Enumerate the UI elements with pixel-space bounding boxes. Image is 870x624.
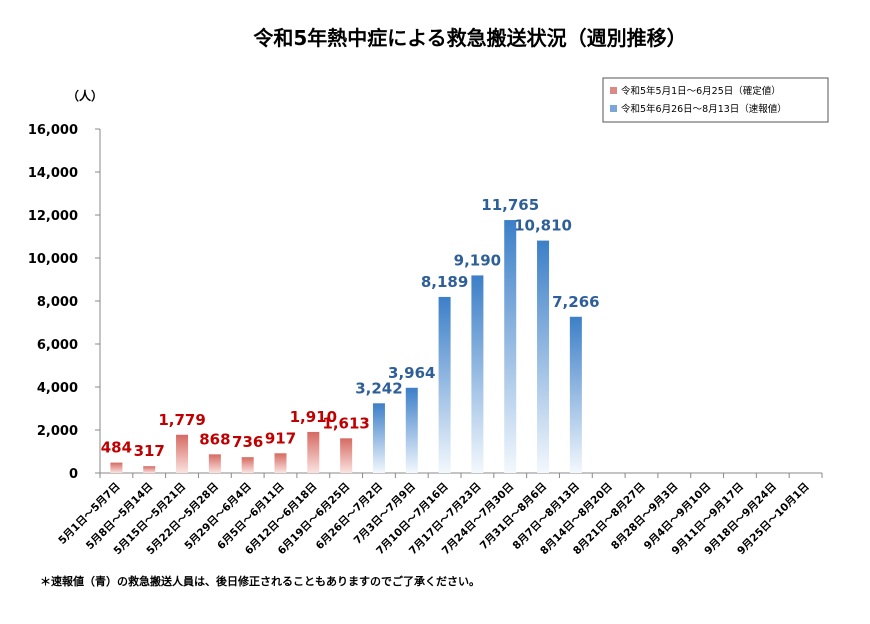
y-tick-label: 16,000 — [28, 123, 78, 138]
y-tick-label: 4,000 — [37, 381, 78, 396]
legend-swatch-confirmed — [610, 87, 617, 94]
legend: 令和5年5月1日～6月25日（確定値） 令和5年6月26日～8月13日（速報値） — [602, 77, 829, 123]
y-axis-label: （人） — [67, 88, 103, 103]
data-label: 1,613 — [322, 414, 369, 432]
y-tick-label: 10,000 — [28, 252, 78, 267]
data-label: 868 — [199, 430, 230, 448]
bar — [274, 453, 287, 473]
bar — [504, 220, 517, 473]
y-tick-label: 2,000 — [37, 424, 78, 439]
bar — [208, 454, 221, 473]
data-label: 1,779 — [158, 411, 205, 429]
data-label: 3,242 — [355, 379, 402, 397]
data-label: 917 — [265, 429, 296, 447]
bar — [372, 403, 385, 473]
bar — [471, 275, 484, 473]
data-label: 484 — [101, 439, 132, 457]
bar — [405, 387, 418, 473]
data-label: 3,964 — [388, 364, 435, 382]
data-label: 11,765 — [481, 196, 539, 214]
legend-label-preliminary: 令和5年6月26日～8月13日（速報値） — [621, 103, 787, 115]
chart-title: 令和5年熱中症による救急搬送状況（週別推移） — [253, 26, 686, 50]
bar — [307, 431, 320, 473]
bar — [176, 434, 189, 473]
y-tick-label: 6,000 — [37, 338, 78, 353]
bar — [143, 466, 156, 473]
data-label: 10,810 — [514, 217, 572, 235]
data-label: 8,189 — [421, 273, 468, 291]
bar — [241, 457, 254, 473]
y-tick-label: 12,000 — [28, 209, 78, 224]
y-tick-label: 14,000 — [28, 166, 78, 181]
data-label: 7,266 — [552, 293, 599, 311]
legend-swatch-preliminary — [610, 105, 617, 112]
data-label: 317 — [134, 442, 165, 460]
y-tick-label: 0 — [69, 467, 78, 482]
data-label: 1,910 — [290, 408, 337, 426]
footnote: ＊速報値（青）の救急搬送人員は、後日修正されることもありますのでご了承ください。 — [40, 574, 480, 588]
bar — [340, 438, 353, 473]
legend-label-confirmed: 令和5年5月1日～6月25日（確定値） — [621, 85, 781, 97]
data-label: 9,190 — [454, 251, 501, 269]
bar — [110, 462, 123, 473]
data-label: 736 — [232, 433, 263, 451]
bar — [569, 316, 582, 473]
bar — [537, 240, 550, 473]
y-tick-label: 8,000 — [37, 295, 78, 310]
bar — [438, 296, 451, 473]
